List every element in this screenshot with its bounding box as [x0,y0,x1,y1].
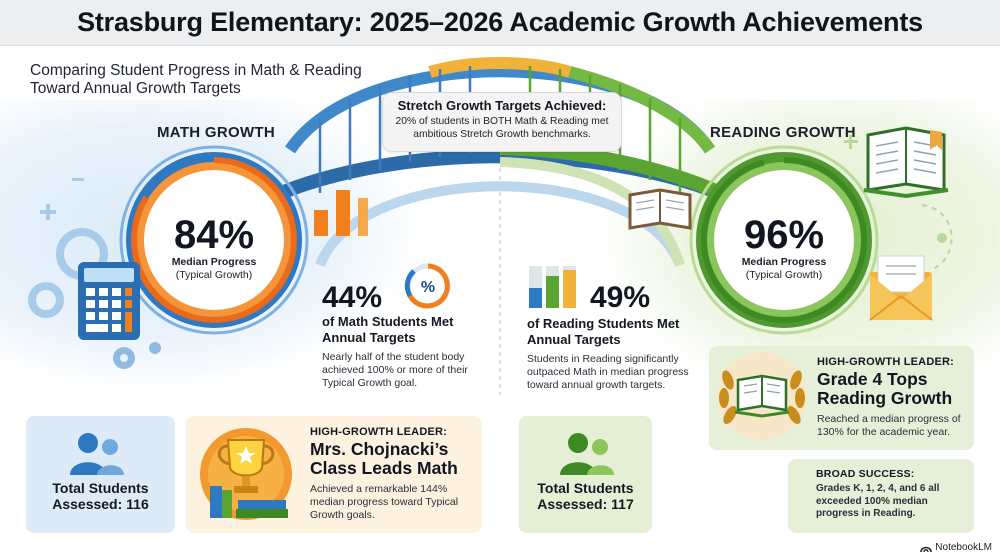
math-leader-description: Achieved a remarkable 144% median progre… [310,483,459,521]
title-bar: Strasburg Elementary: 2025–2026 Academic… [0,0,1000,46]
open-book-icon [628,188,692,230]
math-total-label: Total Students Assessed: 116 [52,480,149,512]
math-median-value: 84% [173,213,255,257]
math-heading: MATH GROWTH [157,124,275,141]
math-met-description: Nearly half of the student body achieved… [322,351,468,389]
users-icon [560,433,614,475]
gear-icon [113,342,161,369]
math-leader-text: HIGH-GROWTH LEADER: Mrs. Chojnacki’s Cla… [310,426,475,522]
reading-median-block: 96% Median Progress (Typical Growth) [726,214,842,282]
reading-leader-description: Reached a median progress of 130% for th… [817,413,961,438]
broad-success-card [788,459,974,533]
reading-met-percent: 49% [590,281,651,314]
reading-met-description: Students in Reading significantly outpac… [527,353,689,391]
reading-leader-title: Grade 4 Tops Reading Growth [817,369,953,408]
reading-heading: READING GROWTH [710,124,856,141]
reading-decor-icon [921,204,953,271]
svg-text:%: % [421,279,435,296]
math-met-percent: 44% [322,281,383,314]
reading-leader-kicker: HIGH-GROWTH LEADER: [817,356,955,368]
math-leader-title: Mrs. Chojnacki’s Class Leads Math [310,439,458,478]
reading-met-targets-stat: 49% of Reading Students Met Annual Targe… [527,282,692,392]
bar-chart-icon [529,266,576,308]
laurel-book-icon [718,352,806,440]
page-subtitle: Comparing Student Progress in Math & Rea… [30,62,362,97]
math-met-label: of Math Students Met Annual Targets [322,314,454,345]
math-median-sublabel: (Typical Growth) [175,269,253,281]
open-book-icon [863,126,949,199]
trophy-icon [200,428,292,520]
reading-total-label: Total Students Assessed: 117 [537,480,634,512]
bridge-bars-icon [314,190,368,236]
reading-median-label: Median Progress [741,256,827,268]
users-icon [70,433,124,475]
envelope-icon [869,255,933,321]
calculator-icon [78,262,140,340]
brand-watermark: NotebookLM [920,542,992,553]
reading-progress-ring [689,145,879,335]
stretch-targets-callout: Stretch Growth Targets Achieved: 20% of … [382,92,622,152]
broad-success-kicker: BROAD SUCCESS: [816,468,915,480]
math-median-block: 84% Median Progress (Typical Growth) [156,214,272,282]
math-met-targets-stat: 44% of Math Students Met Annual Targets … [322,282,482,390]
reading-leader-text: HIGH-GROWTH LEADER: Grade 4 Tops Reading… [817,356,972,439]
math-median-label: Median Progress [171,256,257,268]
brand-logo-icon [920,546,933,552]
math-leader-kicker: HIGH-GROWTH LEADER: [310,426,448,438]
reading-median-value: 96% [743,213,825,257]
reading-met-label: of Reading Students Met Annual Targets [527,316,680,347]
stretch-description: 20% of students in BOTH Math & Reading m… [395,116,609,140]
percent-icon: % [404,263,451,309]
page-title: Strasburg Elementary: 2025–2026 Academic… [77,7,923,37]
reading-median-sublabel: (Typical Growth) [745,269,823,281]
stretch-title: Stretch Growth Targets Achieved: [397,98,607,113]
math-progress-ring [119,145,309,335]
brand-name: NotebookLM [935,542,992,553]
broad-success-text: BROAD SUCCESS: Grades K, 1, 2, 4, and 6 … [816,468,968,521]
broad-success-description: Grades K, 1, 2, 4, and 6 all exceeded 10… [816,483,940,519]
